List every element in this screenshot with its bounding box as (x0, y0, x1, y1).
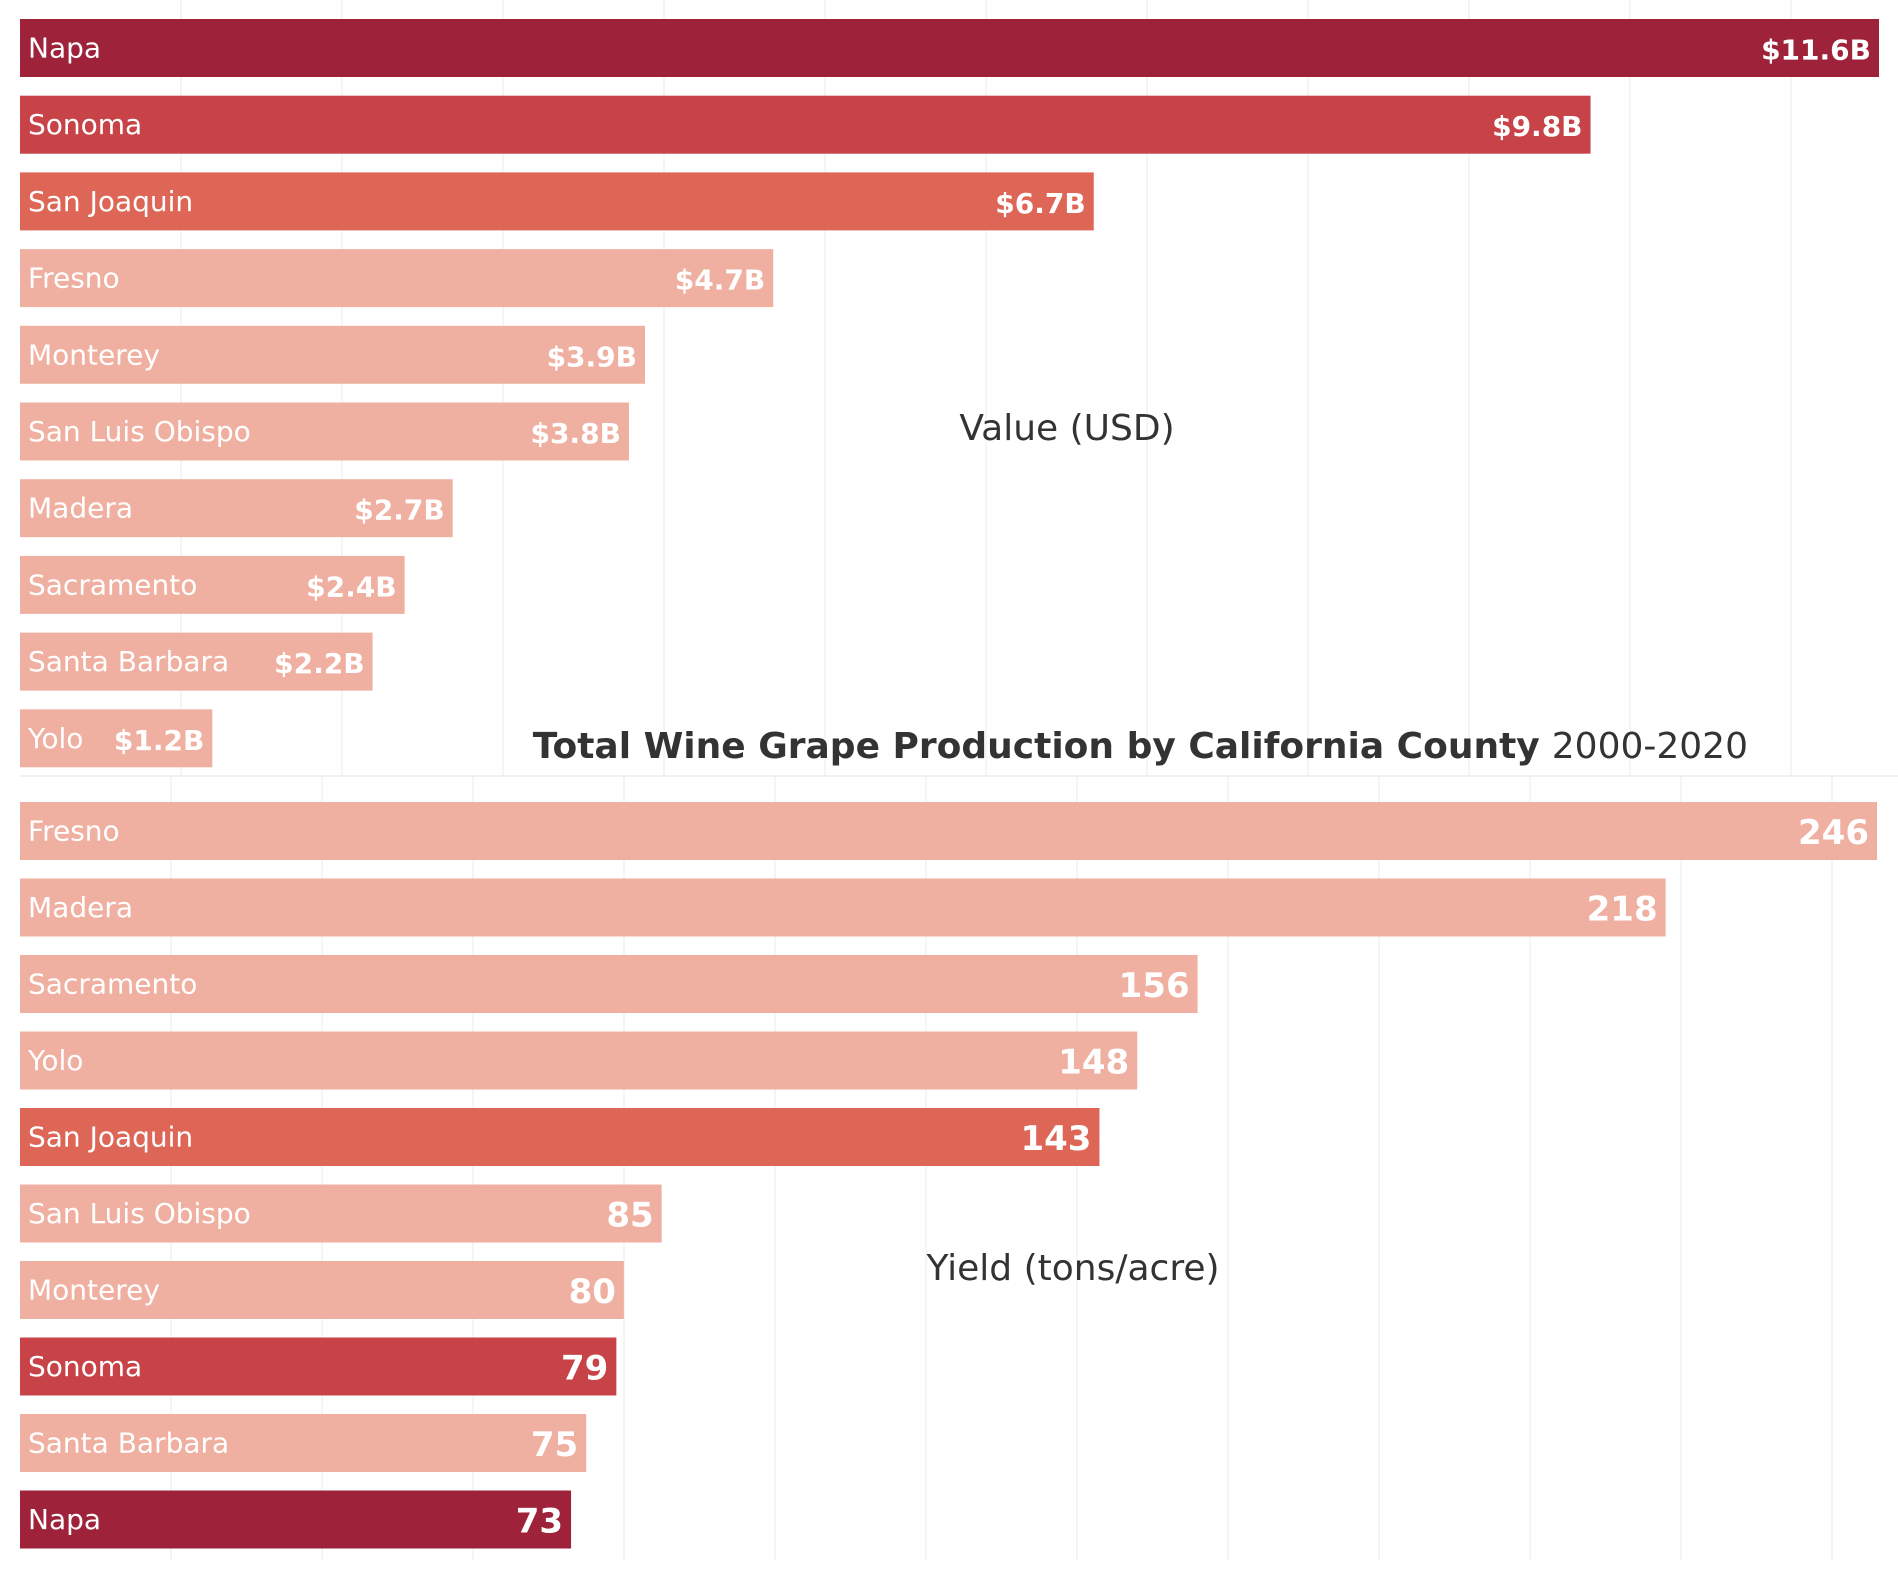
value-chart-axis-label: Value (USD) (959, 408, 1174, 449)
bar (20, 402, 629, 461)
bar-category-label: Sacramento (28, 968, 197, 1001)
bar-value-label: 148 (1058, 1043, 1129, 1083)
yield-chart-axis-label: Yield (tons/acre) (925, 1248, 1219, 1289)
yield-chart-bars: Fresno 246 Madera 218 Sacramento 156 Yolo 148 Sa… (20, 802, 1877, 1549)
bar-category-label: Yolo (27, 1044, 83, 1077)
bar (20, 1490, 572, 1549)
bar-value-label: $4.7B (675, 264, 765, 297)
bar-category-label: Santa Barbara (28, 1427, 229, 1460)
bar (20, 1184, 662, 1243)
bar (20, 709, 213, 768)
bar (20, 555, 405, 614)
bar (20, 1337, 617, 1396)
bar (20, 632, 373, 691)
bar-category-label: Santa Barbara (28, 645, 229, 678)
bar-category-label: Monterey (28, 338, 160, 371)
bar-category-label: Fresno (28, 815, 120, 848)
bar (20, 1108, 1100, 1166)
bar (20, 479, 453, 538)
bar-category-label: San Joaquin (28, 1121, 193, 1154)
bar-category-label: Monterey (28, 1274, 160, 1307)
bar-category-label: Napa (28, 1503, 101, 1536)
bar-category-label: San Joaquin (28, 185, 193, 218)
bar-category-label: Sonoma (28, 1350, 142, 1383)
bar-category-label: Sacramento (28, 568, 197, 601)
bar-value-label: $2.2B (274, 647, 364, 680)
bar-value-label: 246 (1798, 813, 1869, 853)
bar-value-label: $6.7B (995, 187, 1085, 220)
bar (20, 1031, 1138, 1090)
bar-value-label: $3.9B (547, 340, 637, 373)
chart-title-main: Total Wine Grape Production by Californi… (533, 726, 1540, 767)
bar (20, 878, 1666, 937)
bar-value-label: 80 (569, 1272, 616, 1312)
bar-value-label: 73 (516, 1502, 563, 1542)
bar-value-label: 156 (1119, 966, 1190, 1006)
bar-value-label: $9.8B (1492, 110, 1582, 143)
bar (20, 955, 1198, 1013)
chart-title-years: 2000-2020 (1552, 726, 1748, 767)
bar (20, 1414, 587, 1472)
bar (20, 802, 1877, 860)
bar-value-label: $3.8B (531, 417, 621, 450)
bar-value-label: $2.4B (306, 570, 396, 603)
value-chart-bars: Napa $11.6B Sonoma $9.8B San Joaquin $6.7B Fre… (20, 19, 1879, 768)
bar-category-label: Madera (28, 891, 133, 924)
bar (20, 19, 1879, 77)
bar-category-label: Madera (28, 492, 133, 525)
bar-category-label: Napa (28, 32, 101, 65)
bar-category-label: San Luis Obispo (28, 1197, 251, 1230)
bar-value-label: 79 (561, 1349, 608, 1389)
bar-category-label: San Luis Obispo (28, 415, 251, 448)
bar (20, 325, 646, 384)
bar (20, 95, 1591, 154)
bar (20, 172, 1094, 231)
bar-category-label: Yolo (27, 722, 83, 755)
bar-category-label: Sonoma (28, 108, 142, 141)
bar-value-label: $2.7B (354, 494, 444, 527)
bar-value-label: 75 (531, 1425, 578, 1465)
bar-value-label: $11.6B (1761, 34, 1871, 67)
bar (20, 249, 774, 308)
bar-category-label: Fresno (28, 262, 120, 295)
bar-value-label: $1.2B (114, 724, 204, 757)
bar-value-label: 85 (606, 1196, 653, 1236)
bar-value-label: 218 (1587, 890, 1658, 930)
bar (20, 1261, 624, 1319)
bar-value-label: 143 (1020, 1119, 1091, 1159)
chart-title: Total Wine Grape Production by Californi… (533, 726, 1748, 767)
